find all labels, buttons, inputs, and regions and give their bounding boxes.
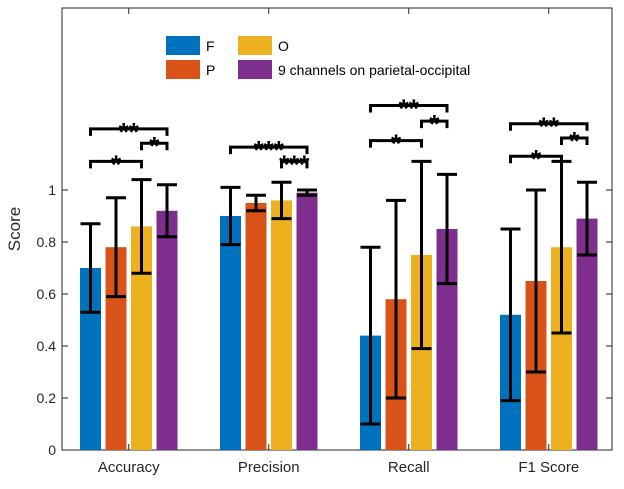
significance-bracket [280, 159, 309, 169]
significance-bracket [369, 104, 449, 113]
bar [576, 218, 598, 450]
y-tick-label: 0.6 [37, 286, 57, 302]
significance-bracket [229, 145, 309, 155]
legend-swatch [238, 36, 272, 55]
legend-label: F [206, 38, 215, 54]
significance-label: * [111, 149, 122, 179]
bar [411, 255, 432, 450]
significance-layer: ** ** ************ ** [89, 94, 589, 179]
legend-swatch [166, 36, 200, 55]
bar [551, 247, 572, 450]
axis-layer: 0 0.2 0.4 0.6 0.8 1 Accuracy Precision Recall F1 … [37, 8, 612, 476]
y-tick-label: 0.8 [37, 234, 57, 250]
y-tick-label: 1 [48, 182, 56, 198]
significance-bracket [509, 154, 563, 164]
significance-bracket [509, 122, 589, 131]
y-axis-label: Score [5, 207, 24, 251]
significance-label: ** [539, 112, 560, 142]
y-tick-label: 0.4 [37, 338, 57, 354]
y-tick-label: 0 [48, 442, 56, 458]
significance-label: * [149, 131, 160, 161]
significance-label: * [429, 109, 440, 139]
significance-bracket [140, 141, 169, 151]
significance-label: * [569, 126, 580, 156]
bar [271, 200, 292, 450]
x-tick-label: Precision [238, 459, 300, 476]
x-tick-label: Recall [388, 459, 430, 476]
bar [245, 203, 267, 450]
significance-label: *** [254, 135, 285, 165]
legend-box [155, 26, 519, 82]
legend-swatch [238, 60, 272, 79]
legend: FP O 9 channels on parietal-occipital [155, 26, 519, 82]
bar [131, 226, 152, 450]
significance-bracket [369, 139, 423, 148]
y-tick-label: 0.2 [37, 390, 57, 406]
bar [156, 210, 178, 450]
legend-label: O [278, 38, 289, 54]
significance-label: ** [119, 117, 140, 147]
significance-bracket [560, 136, 589, 145]
significance-label: * [391, 129, 402, 159]
bar [296, 192, 318, 450]
significance-label: * [531, 144, 542, 174]
significance-bracket [89, 127, 169, 136]
significance-bracket [89, 159, 143, 169]
significance-label: *** [279, 149, 310, 179]
x-tick-label: F1 Score [518, 459, 579, 476]
legend-label: P [206, 62, 215, 78]
legend-swatch [166, 60, 200, 79]
significance-bracket [420, 119, 449, 129]
significance-label: ** [399, 94, 420, 124]
legend-label: 9 channels on parietal-occipital [278, 62, 470, 78]
x-tick-label: Accuracy [98, 459, 160, 476]
bar [220, 216, 241, 450]
error-bars-layer [80, 159, 597, 426]
